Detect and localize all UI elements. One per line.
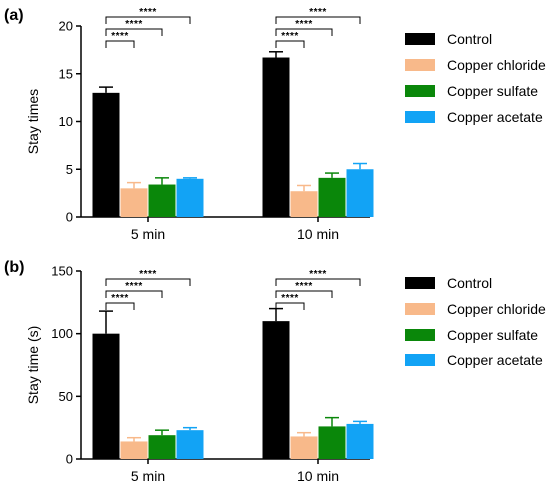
legend-label: Copper acetate (447, 109, 543, 125)
significance-label: **** (139, 7, 157, 18)
legend-swatch (405, 111, 435, 123)
legend-label: Copper chloride (447, 301, 546, 317)
significance-bracket (105, 290, 163, 298)
bar-copper-chloride (290, 191, 318, 217)
significance-bracket (105, 16, 191, 24)
legend-label: Control (447, 275, 492, 291)
y-tick-label: 150 (51, 264, 73, 279)
legend-swatch (405, 303, 435, 315)
significance-bracket (275, 40, 305, 48)
significance-bracket (275, 290, 333, 298)
significance-label: **** (281, 293, 299, 304)
significance-label: **** (295, 281, 313, 292)
significance-bracket (275, 28, 333, 36)
y-tick-label: 0 (66, 210, 73, 225)
significance-bracket (105, 302, 135, 310)
legend-swatch (405, 59, 435, 71)
bar-control (92, 92, 120, 217)
x-category-label: 5 min (131, 468, 165, 484)
legend-label: Copper chloride (447, 57, 546, 73)
panel-label: (a) (4, 7, 24, 24)
significance-label: **** (309, 7, 327, 18)
significance-label: **** (139, 269, 157, 280)
y-tick-label: 100 (51, 326, 73, 341)
y-tick-label: 10 (59, 114, 73, 129)
significance-bracket (105, 40, 135, 48)
bar-control (262, 57, 290, 217)
y-axis-label: Stay time (s) (25, 326, 41, 405)
y-tick-label: 5 (66, 162, 73, 177)
bar-copper-chloride (120, 441, 148, 459)
legend-swatch (405, 354, 435, 366)
significance-bracket (105, 278, 191, 286)
legend-label: Control (447, 31, 492, 47)
bar-control (92, 333, 120, 459)
y-axis-label: Stay times (25, 89, 41, 154)
bar-copper-sulfate (318, 177, 346, 217)
bar-copper-sulfate (148, 184, 176, 217)
legend-swatch (405, 329, 435, 341)
panel-label: (b) (4, 259, 24, 276)
y-tick-label: 50 (59, 389, 73, 404)
bar-copper-chloride (120, 188, 148, 217)
significance-bracket (275, 16, 361, 24)
chart-panel-b: (b) Stay time (s) 0 50 100 150 5 min 10 min ****… (4, 259, 546, 484)
significance-bracket (105, 28, 163, 36)
legend-swatch (405, 33, 435, 45)
legend-label: Copper acetate (447, 352, 543, 368)
significance-label: **** (125, 19, 143, 30)
bar-copper-sulfate (318, 426, 346, 459)
x-category-label: 10 min (297, 226, 339, 242)
significance-label: **** (111, 293, 129, 304)
significance-label: **** (281, 31, 299, 42)
legend-swatch (405, 85, 435, 97)
legend-label: Copper sulfate (447, 327, 538, 343)
y-tick-label: 20 (59, 19, 73, 34)
legend-swatch (405, 277, 435, 289)
bar-control (262, 321, 290, 459)
significance-label: **** (125, 281, 143, 292)
bar-copper-chloride (290, 436, 318, 459)
significance-label: **** (295, 19, 313, 30)
bar-copper-acetate (176, 178, 204, 217)
bar-copper-acetate (176, 430, 204, 459)
x-category-label: 5 min (131, 226, 165, 242)
significance-bracket (275, 302, 305, 310)
y-tick-label: 0 (66, 452, 73, 467)
legend-label: Copper sulfate (447, 83, 538, 99)
significance-label: **** (309, 269, 327, 280)
bar-copper-acetate (346, 169, 374, 217)
y-tick-label: 15 (59, 66, 73, 81)
bar-copper-sulfate (148, 435, 176, 459)
x-category-label: 10 min (297, 468, 339, 484)
significance-label: **** (111, 31, 129, 42)
bar-copper-acetate (346, 423, 374, 459)
significance-bracket (275, 278, 361, 286)
